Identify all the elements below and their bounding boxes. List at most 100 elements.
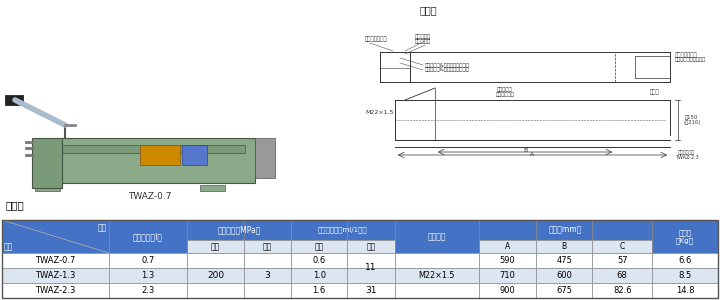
- Bar: [348, 283, 395, 298]
- Bar: [348, 240, 395, 253]
- Bar: [187, 283, 244, 298]
- Text: 600: 600: [556, 271, 572, 280]
- Bar: [5, 95, 23, 105]
- Bar: [187, 268, 244, 283]
- Bar: [652, 253, 718, 268]
- Text: 8.5: 8.5: [678, 271, 692, 280]
- Bar: [2, 268, 109, 283]
- Bar: [395, 268, 480, 283]
- Bar: [182, 145, 207, 165]
- Text: 項目: 項目: [97, 223, 107, 232]
- Bar: [593, 283, 652, 298]
- Text: レリースバルブ: レリースバルブ: [365, 36, 388, 42]
- Text: M22×1.5: M22×1.5: [365, 110, 393, 115]
- Bar: [35, 185, 60, 191]
- Bar: [480, 240, 536, 253]
- Bar: [2, 220, 718, 298]
- Text: 1.6: 1.6: [312, 286, 326, 295]
- Bar: [291, 220, 348, 240]
- Text: 6.6: 6.6: [678, 256, 692, 265]
- Bar: [109, 220, 187, 253]
- Text: 1.0: 1.0: [312, 271, 325, 280]
- Bar: [536, 253, 593, 268]
- Text: 低圧安全弁: 低圧安全弁: [415, 38, 431, 44]
- Text: 0.7: 0.7: [141, 256, 155, 265]
- Text: 高圧安全弁: 高圧安全弁: [415, 34, 431, 40]
- Bar: [652, 283, 718, 298]
- Bar: [291, 240, 348, 253]
- Text: 低圧: 低圧: [366, 242, 376, 251]
- Text: 低圧: 低圧: [263, 242, 272, 251]
- Bar: [536, 220, 593, 240]
- Text: B: B: [562, 242, 567, 251]
- Bar: [60, 145, 245, 153]
- Bar: [348, 268, 395, 283]
- Bar: [395, 268, 480, 283]
- Bar: [2, 253, 109, 268]
- Bar: [32, 138, 62, 188]
- Text: 590: 590: [500, 256, 516, 265]
- Text: 給油兼及び給油口兼用: 給油兼及び給油口兼用: [675, 58, 706, 62]
- Bar: [395, 283, 480, 298]
- Text: 約150
(約210): 約150 (約210): [683, 115, 701, 125]
- Bar: [2, 220, 109, 253]
- Text: 14.8: 14.8: [676, 286, 694, 295]
- Text: C: C: [620, 242, 625, 251]
- Bar: [187, 253, 244, 268]
- Text: 3: 3: [264, 271, 270, 280]
- Bar: [140, 145, 180, 165]
- Text: 475: 475: [556, 256, 572, 265]
- Bar: [395, 253, 480, 268]
- Bar: [593, 268, 652, 283]
- Text: 高圧: 高圧: [315, 242, 324, 251]
- Text: 質量約
（Kg）: 質量約 （Kg）: [676, 230, 694, 244]
- Text: サクション&デリベリ（低圧）: サクション&デリベリ（低圧）: [425, 62, 469, 68]
- Text: 1.3: 1.3: [141, 271, 155, 280]
- Text: 2.3: 2.3: [141, 286, 155, 295]
- Bar: [348, 253, 395, 268]
- Bar: [244, 253, 291, 268]
- Bar: [109, 220, 187, 240]
- Bar: [536, 240, 593, 253]
- Text: 57: 57: [617, 256, 628, 265]
- Text: 有効油量（l）: 有効油量（l）: [133, 232, 163, 241]
- Text: 68: 68: [617, 271, 628, 280]
- Bar: [652, 268, 718, 283]
- Bar: [244, 220, 291, 240]
- Text: 形式: 形式: [4, 242, 13, 251]
- Text: TWAZ-1.3: TWAZ-1.3: [35, 271, 76, 280]
- Text: 操作吐出量（ml/1回）: 操作吐出量（ml/1回）: [318, 227, 367, 233]
- Text: TWAZ-2.3: TWAZ-2.3: [35, 286, 76, 295]
- Text: B: B: [523, 148, 527, 154]
- Bar: [652, 220, 718, 240]
- Text: A: A: [530, 152, 534, 157]
- Bar: [109, 253, 187, 268]
- Text: 710: 710: [500, 271, 516, 280]
- Bar: [348, 283, 395, 298]
- Bar: [395, 283, 480, 298]
- Text: （）内寸法は
TWAZ-2.3: （）内寸法は TWAZ-2.3: [675, 150, 698, 160]
- Bar: [2, 220, 109, 240]
- Text: ポート径: ポート径: [428, 232, 446, 241]
- Bar: [187, 240, 244, 253]
- Bar: [652, 220, 718, 253]
- Bar: [480, 283, 536, 298]
- Text: フック: フック: [650, 89, 660, 95]
- Bar: [593, 220, 652, 240]
- Text: エア抜きプラグ: エア抜きプラグ: [675, 52, 698, 58]
- Bar: [536, 268, 593, 283]
- Text: 900: 900: [500, 286, 516, 295]
- Bar: [395, 220, 480, 253]
- Bar: [187, 283, 244, 298]
- Bar: [291, 253, 348, 268]
- Bar: [244, 253, 291, 268]
- Bar: [480, 220, 536, 240]
- Bar: [593, 253, 652, 268]
- Bar: [593, 240, 652, 253]
- Bar: [55, 138, 255, 183]
- Bar: [187, 268, 244, 283]
- Bar: [255, 138, 275, 178]
- Bar: [395, 220, 480, 240]
- Bar: [480, 253, 536, 268]
- Bar: [187, 253, 244, 268]
